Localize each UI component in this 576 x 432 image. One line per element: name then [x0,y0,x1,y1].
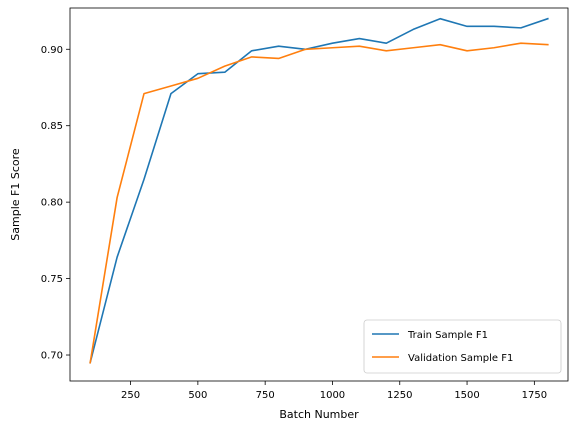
legend-label-train: Train Sample F1 [407,330,488,341]
legend-box [363,319,562,374]
x-tick-label: 1750 [522,390,547,401]
x-tick-label: 500 [188,390,207,401]
x-tick-label: 1500 [454,390,479,401]
series-line-train [89,17,549,364]
series-line-validation [89,42,549,364]
legend: Train Sample F1 Validation Sample F1 [363,319,562,374]
y-axis-ticks: 0.70 0.75 0.80 0.85 0.90 [41,45,70,362]
y-tick-label: 0.80 [41,198,63,209]
x-tick-label: 1000 [320,390,345,401]
x-axis-label: Batch Number [279,408,359,421]
plot-area [69,7,569,382]
x-axis-ticks: 250 500 750 1000 1250 1500 1750 [121,381,547,401]
legend-label-validation: Validation Sample F1 [408,353,513,364]
y-tick-label: 0.90 [41,45,63,56]
y-tick-label: 0.70 [41,351,63,362]
y-axis-label: Sample F1 Score [9,148,22,241]
x-tick-label: 250 [121,390,140,401]
x-tick-label: 1250 [387,390,412,401]
y-tick-label: 0.85 [41,121,63,132]
x-tick-label: 750 [256,390,275,401]
series-lines [89,17,549,364]
y-tick-label: 0.75 [41,274,63,285]
